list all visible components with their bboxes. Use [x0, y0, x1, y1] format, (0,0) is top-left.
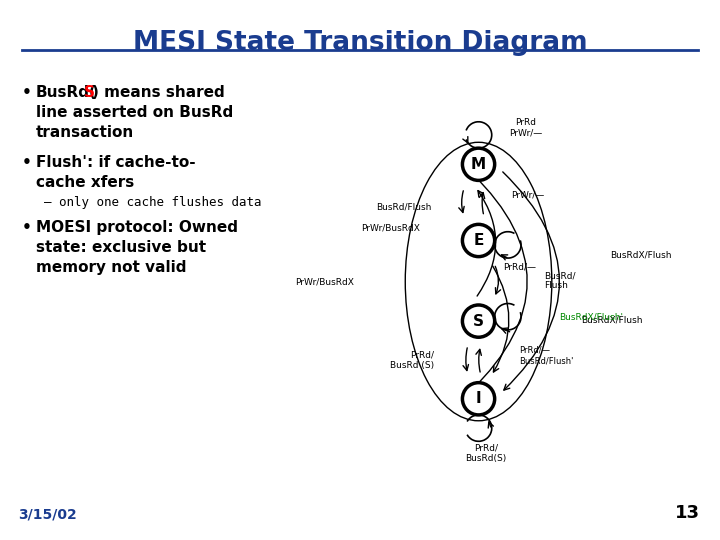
- Text: transaction: transaction: [36, 125, 134, 140]
- Text: •: •: [22, 155, 32, 170]
- Text: state: exclusive but: state: exclusive but: [36, 240, 206, 255]
- Text: BusRd/Flush: BusRd/Flush: [377, 202, 432, 211]
- Circle shape: [462, 383, 495, 415]
- Text: BusRd/
Flush: BusRd/ Flush: [544, 271, 576, 291]
- Text: PrWr/BusRdX: PrWr/BusRdX: [295, 277, 354, 286]
- Text: S: S: [473, 314, 484, 329]
- Text: MESI State Transition Diagram: MESI State Transition Diagram: [132, 30, 588, 56]
- Circle shape: [462, 225, 495, 256]
- Text: Flush': if cache-to-: Flush': if cache-to-: [36, 155, 196, 170]
- Text: E: E: [473, 233, 484, 248]
- Text: PrRd/
BusRd (S): PrRd/ BusRd (S): [390, 350, 435, 370]
- Text: •: •: [22, 85, 32, 100]
- Text: memory not valid: memory not valid: [36, 260, 186, 275]
- Text: PrWr/—: PrWr/—: [510, 191, 544, 200]
- Text: line asserted on BusRd: line asserted on BusRd: [36, 105, 233, 120]
- Text: 3/15/02: 3/15/02: [18, 508, 77, 522]
- Text: 13: 13: [675, 504, 700, 522]
- Text: •: •: [22, 220, 32, 235]
- Text: BusRdX/Flush': BusRdX/Flush': [559, 312, 623, 321]
- Text: PrRd/—: PrRd/—: [503, 262, 536, 272]
- Text: ) means shared: ) means shared: [92, 85, 225, 100]
- Text: BusRdX/Flush: BusRdX/Flush: [581, 315, 643, 324]
- Text: PrRd/—
BusRd/Flush': PrRd/— BusRd/Flush': [520, 346, 574, 365]
- Text: PrWr/BusRdX: PrWr/BusRdX: [361, 224, 420, 233]
- Text: BusRdX/Flush: BusRdX/Flush: [611, 251, 672, 260]
- Text: PrRd/
BusRd(S): PrRd/ BusRd(S): [465, 443, 506, 463]
- Text: M: M: [471, 157, 486, 172]
- Text: PrRd
PrWr/—: PrRd PrWr/—: [509, 118, 542, 137]
- Text: BusRd(: BusRd(: [36, 85, 97, 100]
- Circle shape: [462, 148, 495, 180]
- Circle shape: [462, 305, 495, 337]
- Text: MOESI protocol: Owned: MOESI protocol: Owned: [36, 220, 238, 235]
- Text: – only one cache flushes data: – only one cache flushes data: [44, 196, 261, 209]
- Text: cache xfers: cache xfers: [36, 175, 134, 190]
- Text: I: I: [476, 392, 482, 406]
- Text: S: S: [84, 85, 95, 100]
